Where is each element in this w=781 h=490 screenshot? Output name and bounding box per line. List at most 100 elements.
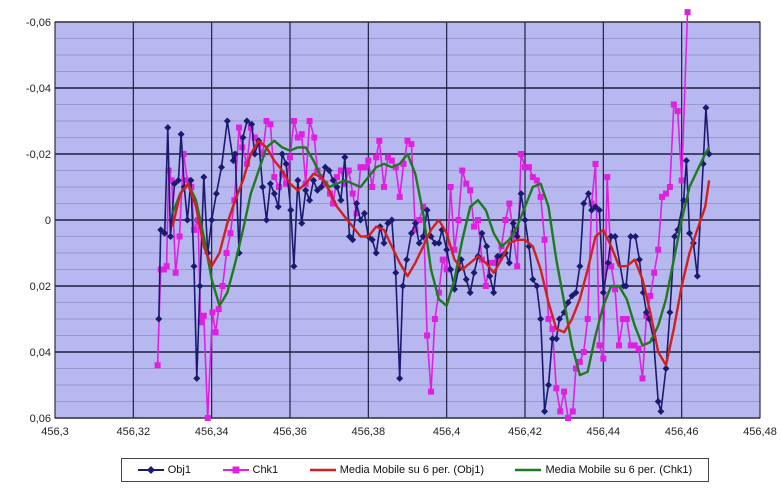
point-obj1 xyxy=(278,150,286,158)
point-chk1 xyxy=(227,230,234,237)
point-chk1 xyxy=(459,167,466,174)
point-chk1 xyxy=(623,316,630,322)
point-chk1 xyxy=(659,193,666,200)
point-chk1 xyxy=(529,174,536,181)
point-chk1 xyxy=(678,177,685,184)
legend-label-obj1: Obj1 xyxy=(167,464,191,476)
x-axis-ticks: 456,3 456,32 456,34 456,36 456,38 456,4 456,42… xyxy=(41,426,777,438)
point-obj1 xyxy=(568,292,576,300)
point-obj1 xyxy=(423,206,431,214)
legend-label-ma-obj1: Media Mobile su 6 per. (Obj1) xyxy=(339,464,484,476)
point-obj1 xyxy=(592,203,599,211)
point-obj1 xyxy=(509,219,517,227)
point-obj1 xyxy=(537,315,545,323)
point-chk1 xyxy=(341,180,348,187)
x-tick-label: 456,44 xyxy=(587,426,621,438)
point-obj1 xyxy=(357,216,364,224)
point-chk1 xyxy=(263,118,270,124)
point-obj1 xyxy=(388,216,396,224)
point-obj1 xyxy=(529,275,537,283)
point-chk1 xyxy=(533,177,540,184)
point-obj1 xyxy=(313,186,321,194)
point-chk1 xyxy=(287,154,293,161)
point-chk1 xyxy=(486,259,493,266)
point-obj1 xyxy=(223,117,231,125)
point-obj1 xyxy=(229,157,237,165)
point-chk1 xyxy=(408,141,415,148)
y-tick-label: 0,02 xyxy=(30,281,51,293)
point-obj1 xyxy=(494,252,502,260)
point-chk1 xyxy=(596,342,603,349)
series-line-chk1 xyxy=(156,12,689,419)
point-chk1 xyxy=(439,256,446,263)
x-tick-label: 456,46 xyxy=(665,426,699,438)
point-chk1 xyxy=(549,325,556,332)
point-obj1 xyxy=(693,272,701,280)
legend-item-obj1: Obj1 xyxy=(137,464,191,476)
point-chk1 xyxy=(514,263,521,270)
point-chk1 xyxy=(576,358,583,365)
point-obj1 xyxy=(321,163,329,171)
series-layer xyxy=(154,9,713,421)
point-chk1 xyxy=(639,375,646,382)
point-chk1 xyxy=(357,164,364,171)
point-chk1 xyxy=(180,151,187,157)
point-obj1 xyxy=(190,262,198,270)
point-obj1 xyxy=(662,365,670,372)
point-chk1 xyxy=(337,167,344,174)
point-chk1 xyxy=(471,223,478,230)
point-chk1 xyxy=(506,200,513,207)
point-obj1 xyxy=(248,120,256,128)
point-chk1 xyxy=(353,210,360,217)
point-obj1 xyxy=(239,134,247,141)
y-tick-label: -0,06 xyxy=(26,17,51,29)
point-chk1 xyxy=(369,184,376,190)
legend-swatch-obj1 xyxy=(137,466,164,474)
point-chk1 xyxy=(663,190,669,197)
legend: Obj1 Chk1 Media Mobile su 6 per. (Obj1) … xyxy=(121,458,709,482)
point-obj1 xyxy=(157,226,165,234)
point-obj1 xyxy=(657,407,665,415)
point-chk1 xyxy=(160,266,167,273)
point-obj1 xyxy=(193,374,201,382)
point-chk1 xyxy=(290,118,297,124)
x-tick-label: 456,32 xyxy=(117,426,151,438)
point-chk1 xyxy=(191,226,198,233)
point-obj1 xyxy=(642,308,650,316)
point-chk1 xyxy=(569,408,576,415)
point-chk1 xyxy=(541,236,548,243)
point-obj1 xyxy=(435,239,443,247)
point-chk1 xyxy=(572,365,579,372)
point-chk1 xyxy=(184,177,191,184)
point-obj1 xyxy=(447,266,455,273)
point-chk1 xyxy=(396,193,403,200)
legend-item-chk1: Chk1 xyxy=(222,464,278,476)
point-chk1 xyxy=(215,306,222,313)
point-chk1 xyxy=(298,131,305,138)
x-tick-label: 456,36 xyxy=(273,426,307,438)
point-obj1 xyxy=(462,275,470,283)
legend-swatch-ma-chk1 xyxy=(515,468,542,472)
point-chk1 xyxy=(306,118,313,124)
point-obj1 xyxy=(349,236,357,244)
point-obj1 xyxy=(415,239,423,247)
point-obj1 xyxy=(259,183,267,191)
point-chk1 xyxy=(420,203,427,210)
point-obj1 xyxy=(505,259,513,267)
y-tick-label: -0,02 xyxy=(26,149,51,161)
point-obj1 xyxy=(517,190,525,198)
point-obj1 xyxy=(270,190,278,198)
point-chk1 xyxy=(463,180,470,187)
point-obj1 xyxy=(588,206,596,214)
point-chk1 xyxy=(157,266,164,273)
point-obj1 xyxy=(187,176,195,184)
point-chk1 xyxy=(584,316,591,322)
point-chk1 xyxy=(373,154,380,161)
point-chk1 xyxy=(283,180,290,187)
point-chk1 xyxy=(416,217,423,223)
point-obj1 xyxy=(310,176,317,184)
y-tick-label: 0,04 xyxy=(30,347,51,359)
x-tick-label: 456,4 xyxy=(433,426,461,438)
point-chk1 xyxy=(518,151,525,157)
point-chk1 xyxy=(381,184,387,190)
